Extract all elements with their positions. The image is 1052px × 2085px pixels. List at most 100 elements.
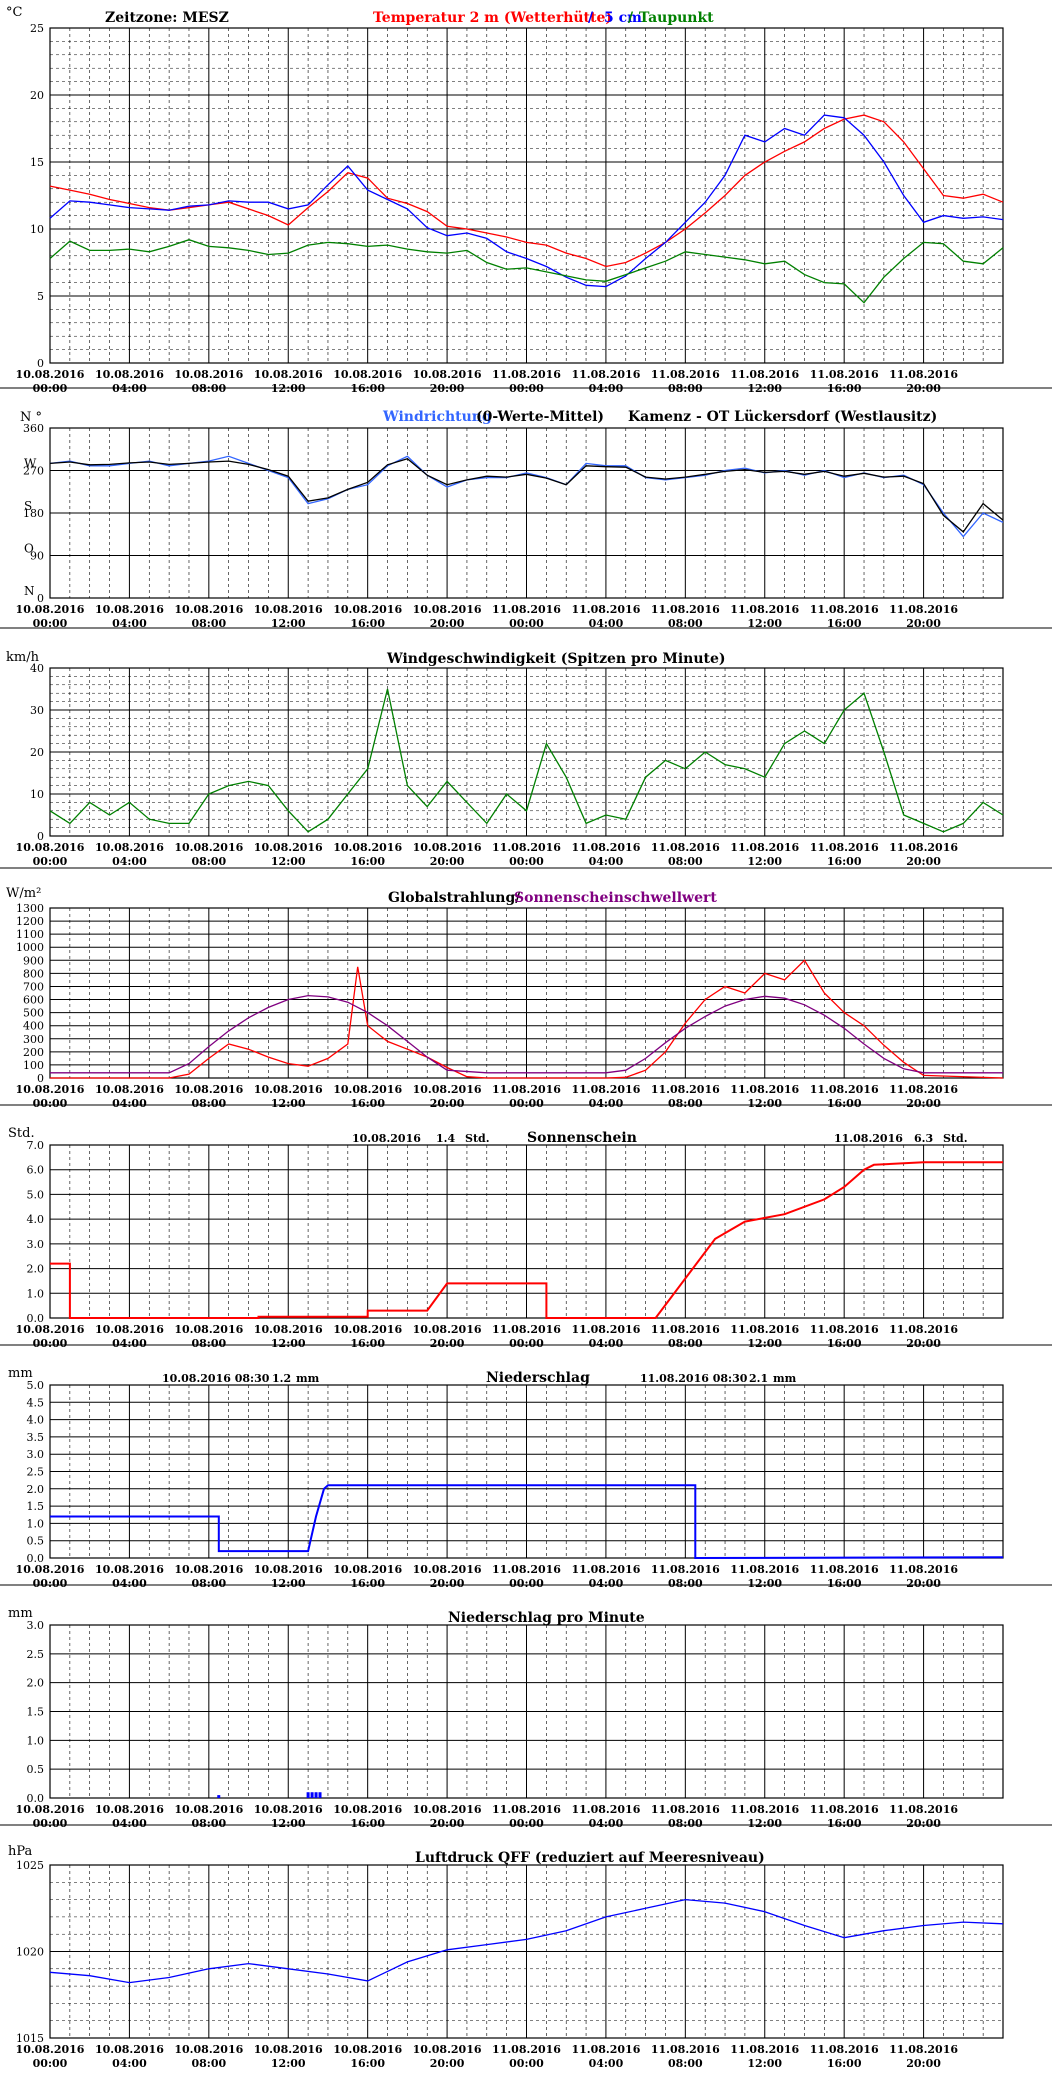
x-tick-date: 11.08.2016 [810,841,879,854]
x-tick-time: 16:00 [350,617,385,630]
plot-frame [49,427,1004,599]
precipitation-day1-value: 1.2 [272,1372,291,1385]
precip-minute-title: Niederschlag pro Minute [448,1610,645,1626]
wind-speed-x-axis: 10.08.201600:0010.08.201604:0010.08.2016… [16,841,959,868]
radiation-unit: W/m² [6,886,41,901]
wind-direction-x-axis: 10.08.201600:0010.08.201604:0010.08.2016… [16,603,959,630]
precipitation-x-axis: 10.08.201600:0010.08.201604:0010.08.2016… [16,1563,959,1590]
y-tick-label: 3.0 [27,1238,45,1251]
x-tick-time: 16:00 [827,1817,862,1830]
y-tick-label: 400 [23,1020,44,1033]
x-tick-time: 16:00 [827,2057,862,2070]
x-tick-time: 04:00 [112,1337,147,1350]
x-tick-time: 00:00 [509,1337,544,1350]
y-tick-label: 360 [23,422,44,435]
x-tick-date: 10.08.2016 [333,368,402,381]
x-tick-date: 11.08.2016 [651,841,720,854]
series-line-1 [49,114,1004,288]
x-tick-date: 10.08.2016 [16,603,85,616]
x-tick-time: 04:00 [112,1577,147,1590]
x-tick-time: 08:00 [191,617,226,630]
precip-minute-panel: 0.00.51.01.52.02.53.0 10.08.201600:0010.… [0,1584,1052,1830]
y-tick-label: 3.0 [27,1619,45,1632]
sunshine-series [50,1161,1003,1319]
x-tick-time: 08:00 [668,1097,703,1110]
y-tick-label: 180 [23,507,44,520]
precipitation-day2-unit: mm [773,1372,797,1385]
x-tick-time: 20:00 [906,2057,941,2070]
precip-minute-bar [217,1795,221,1798]
series-line-0 [49,1898,1004,1984]
sunshine-day1-unit: Std. [465,1132,490,1145]
plot-frame [49,27,1004,364]
precip-minute-grid [0,1584,1052,1799]
x-tick-time: 08:00 [668,1577,703,1590]
x-tick-time: 04:00 [112,2057,147,2070]
x-tick-time: 00:00 [33,617,68,630]
x-tick-date: 10.08.2016 [413,841,482,854]
x-tick-time: 20:00 [430,1097,465,1110]
x-tick-date: 11.08.2016 [889,368,958,381]
series-line-0 [49,455,1004,538]
station-name: Kamenz - OT Lückersdorf (Westlausitz) [628,409,937,425]
temperature-unit: °C [6,5,23,20]
pressure-grid [0,1824,1052,2039]
x-tick-date: 10.08.2016 [174,1563,243,1576]
x-tick-time: 16:00 [350,855,385,868]
temperature-grid [49,27,1004,364]
sunshine-day1-date: 10.08.2016 [352,1132,421,1145]
x-tick-date: 11.08.2016 [810,1083,879,1096]
precipitation-unit: mm [8,1366,33,1381]
precipitation-series [50,1484,1004,1560]
x-tick-date: 10.08.2016 [333,1083,402,1096]
x-tick-time: 00:00 [509,617,544,630]
y-tick-label: 4.0 [27,1213,45,1226]
x-tick-date: 10.08.2016 [95,2043,164,2056]
x-tick-date: 10.08.2016 [95,603,164,616]
wind-direction-series [49,455,1004,538]
wind-speed-y-axis: 0 10 20 30 40 [30,662,44,843]
x-tick-date: 10.08.2016 [174,368,243,381]
x-tick-time: 12:00 [271,1577,306,1590]
pressure-y-axis: 1015 1020 1025 [16,1859,44,2045]
y-tick-label: 1.0 [27,1517,45,1530]
x-tick-date: 11.08.2016 [571,1083,640,1096]
series-line-0 [50,1484,1004,1560]
x-tick-date: 10.08.2016 [413,1323,482,1336]
radiation-series [50,959,1004,1079]
x-tick-time: 20:00 [906,617,941,630]
sunshine-unit: Std. [8,1126,35,1141]
x-tick-time: 08:00 [668,2057,703,2070]
y-tick-label: 40 [30,662,44,675]
x-tick-date: 10.08.2016 [174,1803,243,1816]
y-tick-label: 1300 [16,902,44,915]
x-tick-date: 10.08.2016 [16,1083,85,1096]
x-tick-time: 04:00 [589,1097,624,1110]
precip-minute-x-axis: 10.08.201600:0010.08.201604:0010.08.2016… [16,1803,959,1830]
x-tick-date: 11.08.2016 [889,1803,958,1816]
x-tick-date: 10.08.2016 [413,2043,482,2056]
x-tick-date: 11.08.2016 [571,1803,640,1816]
x-tick-date: 10.08.2016 [95,1323,164,1336]
precip-minute-bar [314,1792,318,1798]
x-tick-time: 00:00 [509,1097,544,1110]
x-tick-date: 11.08.2016 [651,1323,720,1336]
x-tick-time: 16:00 [827,617,862,630]
x-tick-time: 00:00 [509,1577,544,1590]
x-tick-time: 12:00 [271,2057,306,2070]
y-tick-label: 5.0 [27,1188,45,1201]
x-tick-date: 10.08.2016 [254,841,323,854]
precipitation-grid [0,1344,1052,1559]
x-tick-date: 11.08.2016 [889,603,958,616]
x-tick-time: 08:00 [191,1337,226,1350]
y-tick-label: 0.5 [27,1763,45,1776]
y-tick-label: 0.0 [27,1792,45,1805]
legend-dewpoint: Taupunkt [639,10,714,26]
x-tick-date: 10.08.2016 [333,2043,402,2056]
x-tick-date: 10.08.2016 [16,1323,85,1336]
x-tick-time: 16:00 [350,2057,385,2070]
x-tick-time: 12:00 [747,855,782,868]
